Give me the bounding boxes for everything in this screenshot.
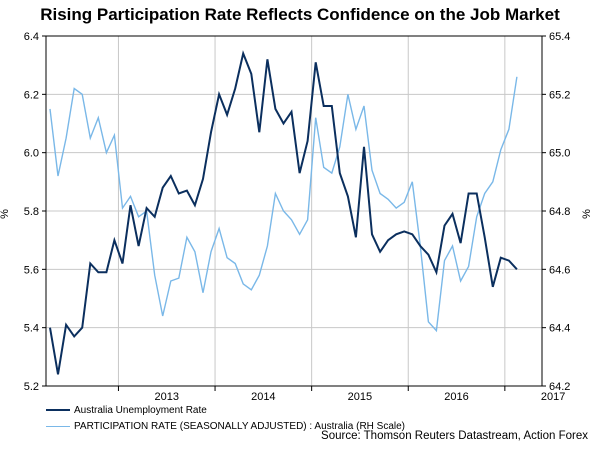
legend-swatch-participation	[46, 425, 70, 427]
left-axis-tick-label: 5.6	[24, 264, 39, 276]
left-axis-tick-labels: 5.2 5.4 5.6 5.8 6.0 6.2 6.4	[24, 31, 39, 393]
legend-label-unemployment: Australia Unemployment Rate	[74, 404, 207, 416]
chart-title: Rising Participation Rate Reflects Confi…	[40, 5, 560, 24]
right-axis-label: %	[581, 209, 593, 219]
x-axis-tick-label: 2014	[251, 391, 275, 403]
left-axis-label: %	[0, 209, 11, 219]
legend-label-participation: PARTICIPATION RATE (SEASONALLY ADJUSTED)…	[74, 420, 406, 432]
left-axis-tick-label: 5.2	[24, 381, 39, 393]
legend: Australia Unemployment Rate PARTICIPATIO…	[46, 402, 405, 434]
right-axis-tick-label: 65.2	[549, 89, 570, 101]
source-note: Source: Thomson Reuters Datastream, Acti…	[321, 430, 588, 442]
unemployment-rate-series-line	[49, 50, 518, 375]
x-axis-tick-label: 2016	[444, 391, 468, 403]
left-axis-tick-label: 5.4	[24, 323, 39, 335]
left-axis-tick-label: 6.0	[24, 148, 39, 160]
legend-item-participation: PARTICIPATION RATE (SEASONALLY ADJUSTED)…	[46, 418, 405, 434]
left-axis-tick-label: 6.4	[24, 31, 39, 43]
participation-rate-series-line	[49, 76, 518, 333]
left-axis-tick-label: 6.2	[24, 89, 39, 101]
right-axis-tick-label: 65.4	[549, 31, 570, 43]
right-axis-tick-label: 64.4	[549, 323, 570, 335]
x-axis-tick-label: 2017	[541, 391, 565, 403]
tick-marks	[42, 35, 546, 391]
right-axis-tick-label: 64.2	[549, 381, 570, 393]
gridlines	[46, 36, 542, 386]
legend-item-unemployment: Australia Unemployment Rate	[46, 402, 405, 418]
left-axis-tick-label: 5.8	[24, 206, 39, 218]
right-axis-tick-label: 64.6	[549, 264, 570, 276]
x-axis-tick-labels: 2013 2014 2015 2016 2017	[154, 391, 565, 403]
x-axis-tick-label: 2013	[154, 391, 178, 403]
right-axis-tick-labels: 64.2 64.4 64.6 64.8 65.0 65.2 65.4	[549, 31, 570, 393]
legend-swatch-unemployment	[46, 409, 70, 411]
right-axis-tick-label: 65.0	[549, 148, 570, 160]
x-axis-tick-label: 2015	[348, 391, 372, 403]
right-axis-tick-label: 64.8	[549, 206, 570, 218]
